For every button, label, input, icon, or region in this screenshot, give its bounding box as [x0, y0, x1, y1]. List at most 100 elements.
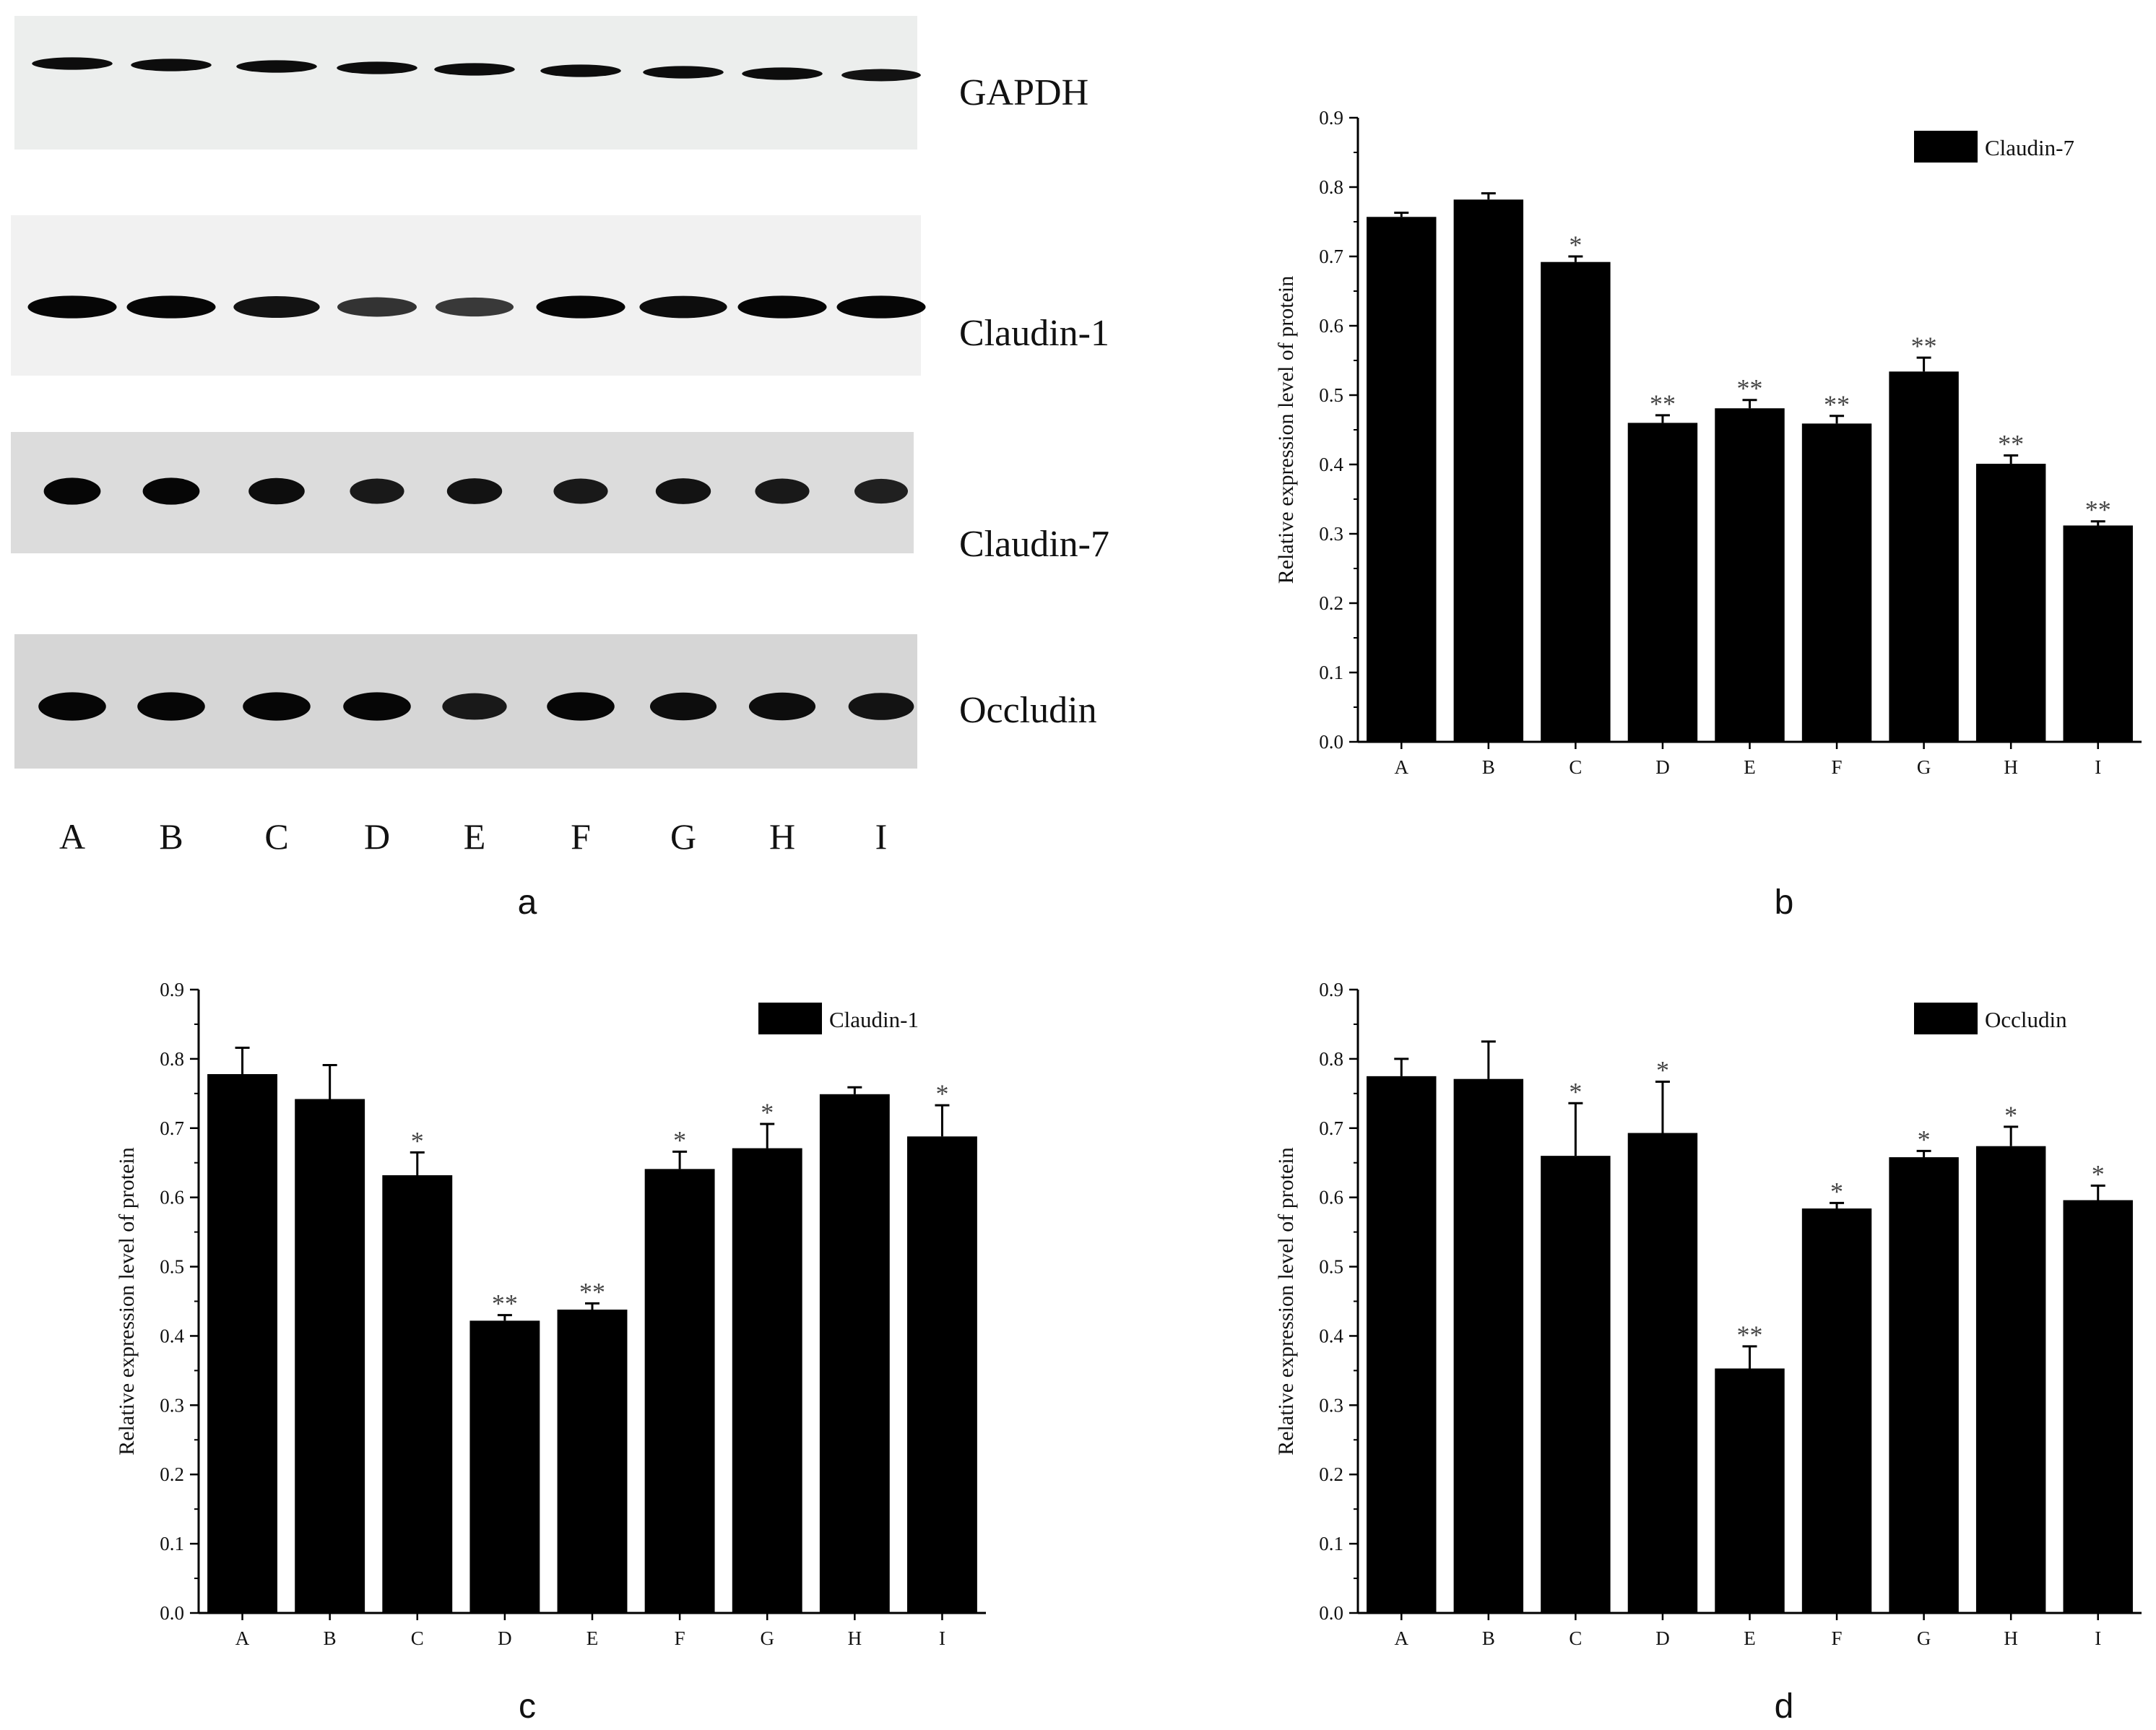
- x-tick-label-h: H: [2004, 756, 2018, 778]
- blot-lane-label-a: A: [59, 816, 85, 857]
- blot-band-claudin-1-e: [435, 297, 514, 317]
- blot-band-claudin-7-a: [43, 477, 101, 505]
- significance-label-g: *: [761, 1098, 774, 1127]
- significance-label-i: *: [2092, 1159, 2105, 1188]
- blot-lane-labels: A B C D E F G H I: [59, 816, 887, 857]
- x-tick-label-g: G: [760, 1627, 774, 1649]
- blot-lane-label-f: F: [571, 816, 591, 857]
- significance-label-d: **: [492, 1289, 518, 1318]
- blot-band-claudin-1-c: [233, 295, 320, 319]
- x-tick-label-b: B: [1482, 1627, 1495, 1649]
- blot-band-gapdh-b: [131, 59, 212, 72]
- y-tick-label: 0.8: [1319, 1048, 1343, 1070]
- y-tick-label: 0.4: [1319, 454, 1343, 475]
- blot-band-gapdh-i: [841, 69, 921, 82]
- bar-e: [1715, 408, 1785, 742]
- x-tick-label-a: A: [1395, 1627, 1409, 1649]
- panel-label-b: b: [1775, 883, 1794, 922]
- x-tick-label-b: B: [324, 1627, 337, 1649]
- bar-i: [2063, 525, 2133, 742]
- blot-band-occludin-f: [547, 692, 615, 721]
- x-tick-label-h: H: [848, 1627, 862, 1649]
- y-tick-label: 0.5: [160, 1256, 184, 1278]
- y-tick-label: 0.9: [160, 979, 184, 1000]
- blot-band-gapdh-f: [540, 64, 621, 77]
- bar-f: [644, 1169, 715, 1613]
- bar-a: [1367, 1076, 1437, 1613]
- blot-band-claudin-1-h: [737, 295, 827, 319]
- y-tick-label: 0.8: [1319, 176, 1343, 198]
- blot-band-gapdh-g: [643, 66, 724, 79]
- blot-band-claudin-1-b: [126, 295, 216, 319]
- blot-lane-label-b: B: [159, 816, 183, 857]
- significance-label-e: **: [579, 1277, 605, 1306]
- y-tick-label: 0.6: [1319, 315, 1343, 337]
- significance-label-e: **: [1737, 1320, 1763, 1349]
- blot-lane-label-d: D: [364, 816, 390, 857]
- bar-c: [382, 1175, 453, 1613]
- blot-band-claudin-1-g: [639, 295, 727, 319]
- blot-band-occludin-e: [442, 693, 507, 720]
- blot-lane-label-g: G: [670, 816, 696, 857]
- blot-label-claudin-1: Claudin-1: [959, 313, 1109, 354]
- y-tick-label: 0.6: [160, 1187, 184, 1208]
- y-tick-label: 0.2: [1319, 1463, 1343, 1485]
- y-axis-title: Relative expression level of protein: [1274, 276, 1298, 584]
- y-tick-label: 0.0: [160, 1602, 184, 1624]
- blot-band-claudin-1-i: [836, 295, 926, 319]
- significance-label-f: *: [1830, 1177, 1843, 1206]
- bar-h: [1975, 1146, 2046, 1613]
- bar-d: [1627, 1133, 1698, 1613]
- y-tick-label: 0.5: [1319, 384, 1343, 406]
- y-tick-label: 0.7: [1319, 1117, 1343, 1139]
- blot-lane-label-i: I: [875, 816, 888, 857]
- blot-bands: [27, 57, 926, 721]
- y-tick-label: 0.0: [1319, 731, 1343, 753]
- y-tick-label: 0.4: [1319, 1325, 1343, 1346]
- x-tick-label-b: B: [1482, 756, 1495, 778]
- blot-band-claudin-7-i: [854, 478, 908, 504]
- bar-b: [1453, 199, 1524, 742]
- significance-label-h: *: [2004, 1101, 2017, 1130]
- y-tick-label: 0.9: [1319, 107, 1343, 129]
- blot-band-gapdh-d: [337, 61, 417, 74]
- y-tick-label: 0.9: [1319, 979, 1343, 1000]
- legend-label: Occludin: [1985, 1007, 2067, 1032]
- chart-panel-d: d 0.0 0.1 0.2 0.3 0.4 0.5 0.6 0.7 0.8 0.9 Relative…: [1274, 979, 2142, 1726]
- panel-label-d: d: [1775, 1687, 1794, 1726]
- significance-label-i: *: [935, 1079, 948, 1108]
- y-tick-label: 0.8: [160, 1048, 184, 1070]
- significance-label-c: *: [411, 1126, 424, 1155]
- blot-band-claudin-1-d: [337, 297, 417, 317]
- bar-h: [819, 1094, 890, 1613]
- bar-g: [732, 1148, 802, 1613]
- significance-label-f: *: [673, 1125, 686, 1154]
- significance-label-d: **: [1650, 389, 1676, 418]
- blot-label-claudin-7: Claudin-7: [959, 524, 1109, 565]
- y-tick-label: 0.6: [1319, 1187, 1343, 1208]
- y-tick-label: 0.2: [1319, 592, 1343, 614]
- blot-band-gapdh-h: [742, 67, 823, 80]
- y-tick-label: 0.7: [160, 1117, 184, 1139]
- x-tick-label-e: E: [1744, 756, 1756, 778]
- bar-g: [1889, 1157, 1959, 1613]
- x-tick-label-c: C: [1569, 1627, 1582, 1649]
- chart-panel-c: c 0.0 0.1 0.2 0.3 0.4 0.5 0.6 0.7 0.8 0.9 Relative…: [115, 979, 986, 1726]
- y-tick-label: 0.3: [1319, 1394, 1343, 1416]
- x-tick-label-h: H: [2004, 1627, 2018, 1649]
- blot-band-claudin-7-d: [350, 478, 404, 504]
- blot-band-occludin-b: [137, 692, 205, 721]
- x-tick-label-i: I: [2095, 756, 2101, 778]
- significance-label-c: *: [1569, 1077, 1582, 1106]
- bar-c: [1541, 1156, 1611, 1613]
- x-tick-label-i: I: [939, 1627, 945, 1649]
- y-axis-title: Relative expression level of protein: [1274, 1147, 1298, 1456]
- significance-label-f: **: [1824, 390, 1850, 419]
- bar-a: [1367, 217, 1437, 742]
- significance-label-g: *: [1918, 1125, 1931, 1154]
- blot-band-claudin-1-a: [27, 295, 117, 319]
- bar-e: [1715, 1368, 1785, 1613]
- x-tick-label-a: A: [235, 1627, 250, 1649]
- blot-strip-claudin-1: [11, 215, 921, 376]
